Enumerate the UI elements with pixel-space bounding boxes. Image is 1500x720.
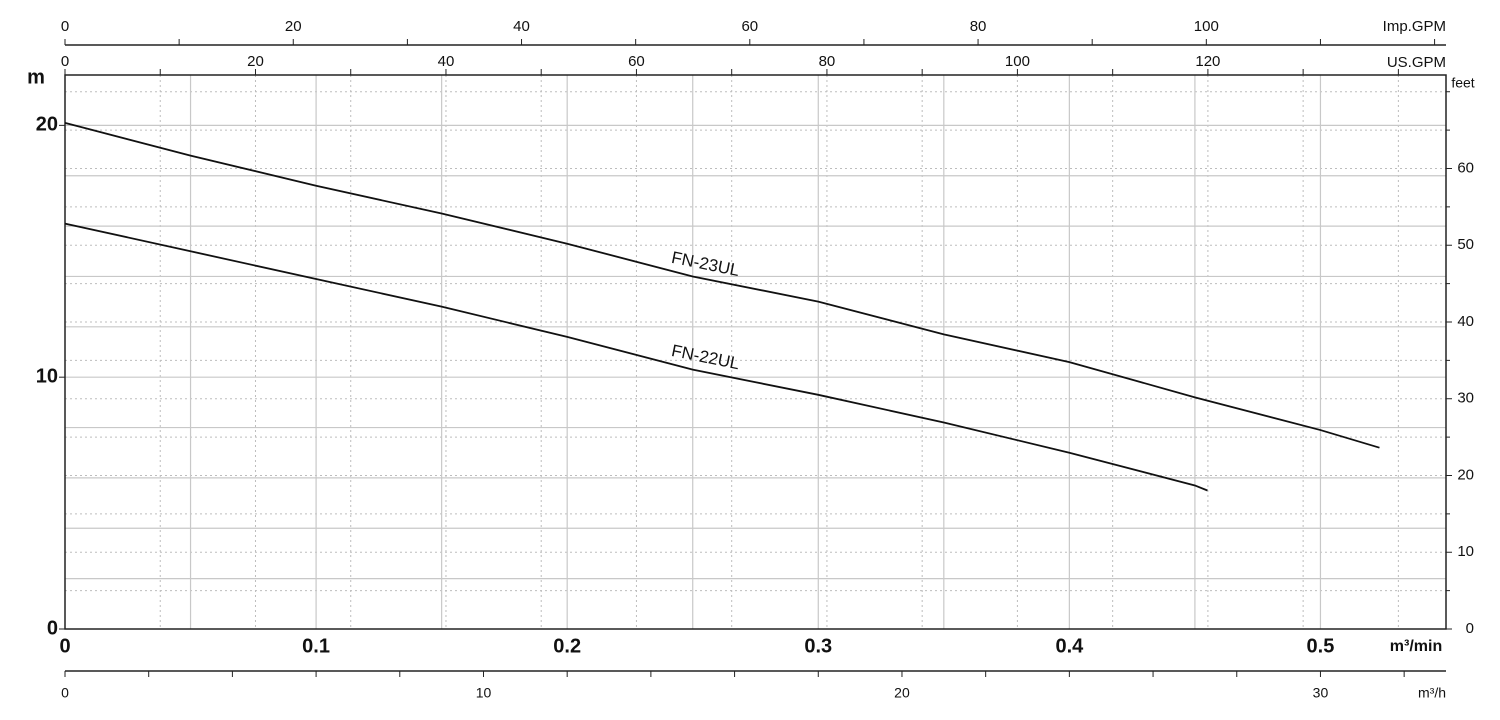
top-axis-label: US.GPM bbox=[1387, 54, 1446, 71]
right-tick-label: 60 bbox=[1457, 159, 1474, 176]
y-axis-label: m bbox=[27, 66, 45, 88]
x-tick-label: 0 bbox=[59, 635, 70, 657]
bottom-tick-label: 30 bbox=[1313, 685, 1329, 701]
curve-label: FN-23UL bbox=[670, 248, 741, 280]
plot-frame bbox=[64, 74, 1447, 630]
curve bbox=[64, 121, 1380, 449]
top-tick-label: 120 bbox=[1195, 53, 1220, 70]
top-tick-label: 60 bbox=[741, 18, 758, 35]
right-tick-label: 40 bbox=[1457, 313, 1474, 330]
top-tick-label: 100 bbox=[1005, 53, 1030, 70]
top-tick-label: 80 bbox=[970, 18, 987, 35]
x-tick-label: 0.1 bbox=[302, 635, 330, 657]
curve bbox=[64, 222, 1208, 492]
top-tick-label: 80 bbox=[819, 53, 836, 70]
bottom-tick-label: 10 bbox=[476, 685, 492, 701]
bottom-axis-label: m³/h bbox=[1418, 685, 1446, 701]
curve-label: FN-22UL bbox=[670, 341, 741, 373]
x-tick-label: 0.5 bbox=[1307, 635, 1335, 657]
top-tick-label: 20 bbox=[247, 53, 264, 70]
x-tick-label: 0.3 bbox=[804, 635, 832, 657]
top-tick-label: 60 bbox=[628, 53, 645, 70]
top-tick-label: 0 bbox=[61, 53, 69, 70]
top-tick-label: 40 bbox=[438, 53, 455, 70]
right-axis-label: feet bbox=[1451, 75, 1474, 91]
top-axis-label: Imp.GPM bbox=[1383, 18, 1446, 35]
bottom-tick-label: 20 bbox=[894, 685, 910, 701]
x-axis-label: m³/min bbox=[1390, 638, 1442, 655]
x-tick-label: 0.2 bbox=[553, 635, 581, 657]
right-tick-label: 0 bbox=[1466, 620, 1474, 637]
y-tick-label: 10 bbox=[36, 365, 58, 387]
top-tick-label: 40 bbox=[513, 18, 530, 35]
y-tick-label: 0 bbox=[47, 617, 58, 639]
right-tick-label: 10 bbox=[1457, 543, 1474, 560]
top-tick-label: 20 bbox=[285, 18, 302, 35]
right-tick-label: 50 bbox=[1457, 236, 1474, 253]
bottom-tick-label: 0 bbox=[61, 685, 69, 701]
top-tick-label: 0 bbox=[61, 18, 69, 35]
x-tick-label: 0.4 bbox=[1055, 635, 1084, 657]
right-tick-label: 30 bbox=[1457, 390, 1474, 407]
top-tick-label: 100 bbox=[1194, 18, 1219, 35]
y-tick-label: 20 bbox=[36, 114, 58, 136]
right-tick-label: 20 bbox=[1457, 466, 1474, 483]
